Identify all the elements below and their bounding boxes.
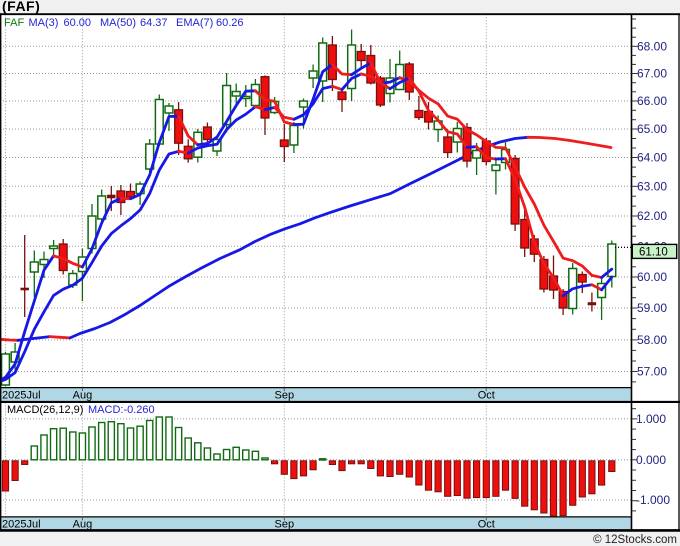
svg-text:62.00: 62.00 [637, 209, 667, 223]
svg-text:2025Jul: 2025Jul [2, 389, 41, 401]
svg-text:Sep: Sep [275, 389, 295, 401]
svg-text:60.26: 60.26 [216, 17, 244, 29]
svg-text:58.00: 58.00 [637, 333, 667, 347]
svg-text:(FAF): (FAF) [2, 0, 40, 14]
svg-text:FAF: FAF [4, 17, 24, 29]
svg-text:Aug: Aug [73, 518, 93, 530]
svg-text:67.00: 67.00 [637, 67, 667, 81]
svg-text:Oct: Oct [478, 389, 495, 401]
svg-text:65.00: 65.00 [637, 122, 667, 136]
svg-text:MA(50): MA(50) [100, 17, 136, 29]
svg-text:Oct: Oct [478, 518, 495, 530]
svg-text:66.00: 66.00 [637, 94, 667, 108]
svg-text:1.000: 1.000 [636, 412, 666, 426]
svg-text:EMA(7): EMA(7) [176, 17, 213, 29]
svg-text:60.00: 60.00 [637, 270, 667, 284]
svg-text:59.00: 59.00 [637, 301, 667, 315]
svg-text:MACD(26,12,9): MACD(26,12,9) [7, 404, 83, 416]
svg-text:Sep: Sep [275, 518, 295, 530]
svg-text:2025Jul: 2025Jul [2, 518, 41, 530]
svg-text:0.000: 0.000 [636, 453, 666, 467]
svg-text:MA(3): MA(3) [29, 17, 59, 29]
svg-text:64.37: 64.37 [140, 17, 168, 29]
svg-text:61.10: 61.10 [639, 246, 668, 258]
svg-text:60.00: 60.00 [64, 17, 92, 29]
svg-text:64.00: 64.00 [637, 151, 667, 165]
svg-text:© 12Stocks.com: © 12Stocks.com [593, 534, 677, 546]
svg-text:68.00: 68.00 [637, 39, 667, 53]
svg-text:57.00: 57.00 [637, 365, 667, 379]
svg-text:63.00: 63.00 [637, 179, 667, 193]
svg-text:Aug: Aug [73, 389, 93, 401]
svg-text:MACD:-0.260: MACD:-0.260 [88, 404, 155, 416]
svg-text:-1.000: -1.000 [636, 493, 670, 507]
